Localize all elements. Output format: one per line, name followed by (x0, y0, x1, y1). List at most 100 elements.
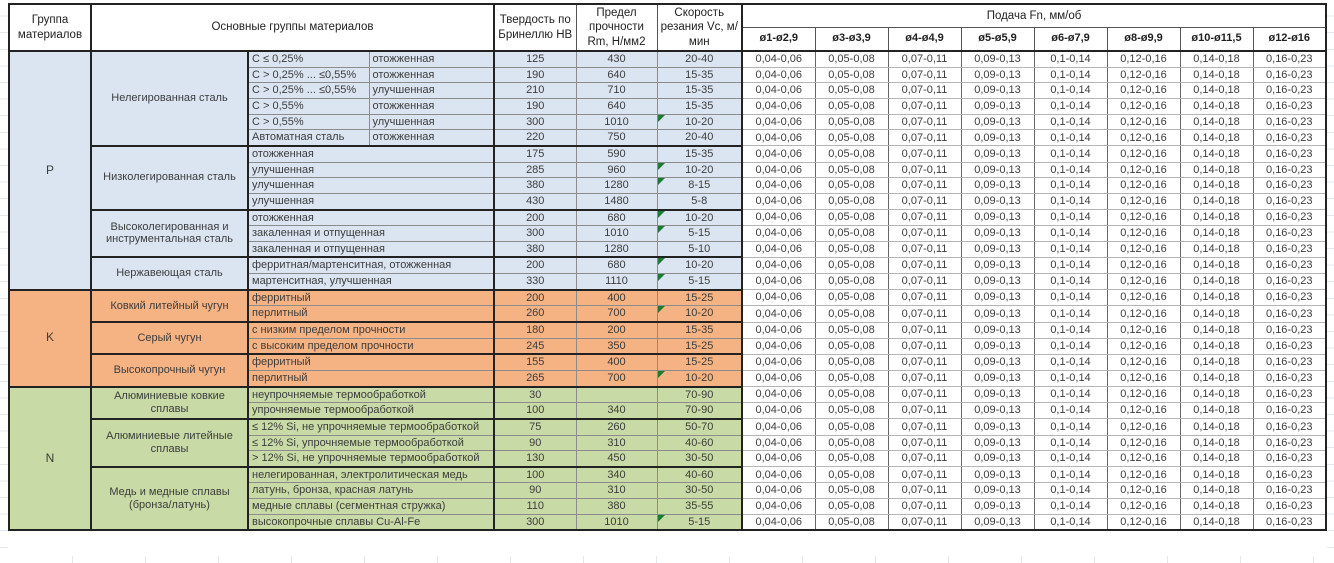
hb-cell: 110 (493, 498, 577, 515)
feed-cell: 0,05-0,08 (814, 498, 889, 515)
feed-cell: 0,14-0,18 (1179, 289, 1254, 307)
feed-cell: 0,14-0,18 (1179, 145, 1254, 163)
vc-cell: 70-90 (656, 385, 743, 404)
condition-cell: Автоматная сталь (247, 129, 370, 147)
condition-cell: C > 0,55% (247, 98, 370, 115)
feed-cell: 0,1-0,14 (1033, 256, 1108, 275)
feed-cell: 0,05-0,08 (814, 273, 889, 291)
feed-cell: 0,07-0,11 (887, 113, 962, 131)
feed-cell: 0,16-0,23 (1252, 50, 1327, 68)
feed-cell: 0,1-0,14 (1033, 50, 1108, 68)
feed-cell: 0,05-0,08 (814, 50, 889, 68)
feed-cell: 0,05-0,08 (814, 225, 889, 242)
rm-cell (575, 385, 658, 404)
rm-cell: 1480 (575, 192, 658, 211)
feed-cell: 0,14-0,18 (1179, 192, 1254, 211)
feed-cell: 0,05-0,08 (814, 482, 889, 500)
feed-cell: 0,16-0,23 (1252, 209, 1327, 227)
table-row: Низколегированная сталь отожженная 175 5… (9, 144, 1327, 211)
feed-cell: 0,16-0,23 (1252, 466, 1327, 484)
feed-cell: 0,16-0,23 (1252, 177, 1327, 194)
hb-cell: 265 (493, 369, 577, 388)
feed-cell: 0,12-0,16 (1106, 50, 1181, 68)
feed-cell: 0,1-0,14 (1033, 161, 1108, 179)
feed-cell: 0,07-0,11 (887, 418, 962, 436)
table-row: ≤ 12% Si, упрочняемые термообработкой 90… (9, 434, 1327, 452)
feed-cell: 0,07-0,11 (887, 256, 962, 275)
feed-cell: 0,16-0,23 (1252, 353, 1327, 371)
vc-cell: 20-40 (656, 50, 743, 68)
feed-cell: 0,07-0,11 (887, 482, 962, 500)
condition-cell: с высоким пределом прочности (247, 337, 495, 355)
rm-cell: 1010 (575, 513, 658, 531)
feed-cell: 0,1-0,14 (1033, 240, 1108, 258)
state-cell: отожженная (368, 129, 495, 147)
feed-cell: 0,04-0,06 (741, 98, 816, 115)
feed-cell: 0,12-0,16 (1106, 66, 1181, 84)
feed-cell: 0,05-0,08 (814, 113, 889, 131)
rm-cell: 340 (575, 465, 658, 484)
hb-cell: 155 (493, 353, 577, 371)
table-row: с высоким пределом прочности 245 350 15-… (9, 337, 1327, 355)
feed-cell: 0,05-0,08 (814, 418, 889, 436)
vc-cell: 5-15 (656, 273, 743, 291)
header-strength: Предел прочности Rm, Н/мм2 (575, 3, 658, 53)
header-speed: Скорость резания Vc, м/мин (656, 3, 743, 53)
feed-cell: 0,16-0,23 (1252, 66, 1327, 84)
condition-cell: C > 0,25% ... ≤0,55% (247, 82, 370, 100)
feed-cell: 0,14-0,18 (1179, 177, 1254, 194)
hb-cell: 30 (493, 385, 577, 404)
header-feed: Подача Fn, мм/об (741, 3, 1327, 28)
feed-cell: 0,1-0,14 (1033, 225, 1108, 242)
feed-cell: 0,04-0,06 (741, 402, 816, 420)
table-row: Нержавеющая сталь ферритная/мартенситная… (9, 256, 1327, 291)
feed-cell: 0,16-0,23 (1252, 273, 1327, 291)
feed-cell: 0,04-0,06 (741, 273, 816, 291)
feed-cell: 0,05-0,08 (814, 386, 889, 404)
feed-cell: 0,16-0,23 (1252, 337, 1327, 355)
feed-cell: 0,14-0,18 (1179, 321, 1254, 339)
feed-cell: 0,16-0,23 (1252, 482, 1327, 500)
feed-cell: 0,05-0,08 (814, 177, 889, 194)
vc-cell: 15-35 (656, 321, 743, 339)
vc-cell: 5-15 (656, 225, 743, 242)
header-dia-8: ø12-ø16 (1252, 26, 1327, 53)
table-row: высокопрочные сплавы Cu-Al-Fe 300 1010 5… (9, 513, 1327, 531)
feed-cell: 0,1-0,14 (1033, 113, 1108, 131)
hb-cell: 220 (493, 129, 577, 147)
condition-cell: отожженная (247, 208, 495, 227)
condition-cell: закаленная и отпущенная (247, 240, 495, 258)
condition-cell: неупрочняемые термообработкой (247, 385, 495, 404)
sheet-gridlines-right (1327, 0, 1334, 552)
feed-cell: 0,14-0,18 (1179, 66, 1254, 84)
feed-cell: 0,04-0,06 (741, 50, 816, 68)
vc-cell: 40-60 (656, 434, 743, 452)
header-row-top: Группа материалов Основные группы матери… (8, 3, 1327, 53)
condition-cell: улучшенная (247, 161, 495, 179)
feed-cell: 0,04-0,06 (741, 353, 816, 371)
feed-cell: 0,05-0,08 (814, 466, 889, 484)
feed-cell: 0,04-0,06 (741, 177, 816, 194)
vc-cell: 5-15 (656, 513, 743, 531)
feed-cell: 0,1-0,14 (1033, 145, 1108, 163)
vc-cell: 30-50 (656, 450, 743, 468)
condition-cell: C > 0,25% ... ≤0,55% (247, 66, 370, 84)
feed-cell: 0,1-0,14 (1033, 321, 1108, 339)
hb-cell: 260 (493, 305, 577, 323)
feed-cell: 0,07-0,11 (887, 321, 962, 339)
feed-cell: 0,09-0,13 (960, 498, 1035, 515)
feed-cell: 0,04-0,06 (741, 256, 816, 275)
feed-cell: 0,16-0,23 (1252, 434, 1327, 452)
feed-cell: 0,16-0,23 (1252, 256, 1327, 275)
feed-cell: 0,04-0,06 (741, 369, 816, 388)
table-row: C > 0,55% улучшенная 300 1010 10-20 0,04… (9, 113, 1327, 131)
feed-cell: 0,12-0,16 (1106, 225, 1181, 242)
feed-cell: 0,1-0,14 (1033, 369, 1108, 388)
feed-cell: 0,05-0,08 (814, 434, 889, 452)
feed-cell: 0,1-0,14 (1033, 466, 1108, 484)
rm-cell: 310 (575, 434, 658, 452)
table-row: C > 0,25% ... ≤0,55% улучшенная 210 710 … (9, 82, 1327, 100)
feed-cell: 0,14-0,18 (1179, 466, 1254, 484)
feed-cell: 0,12-0,16 (1106, 321, 1181, 339)
feed-cell: 0,16-0,23 (1252, 402, 1327, 420)
